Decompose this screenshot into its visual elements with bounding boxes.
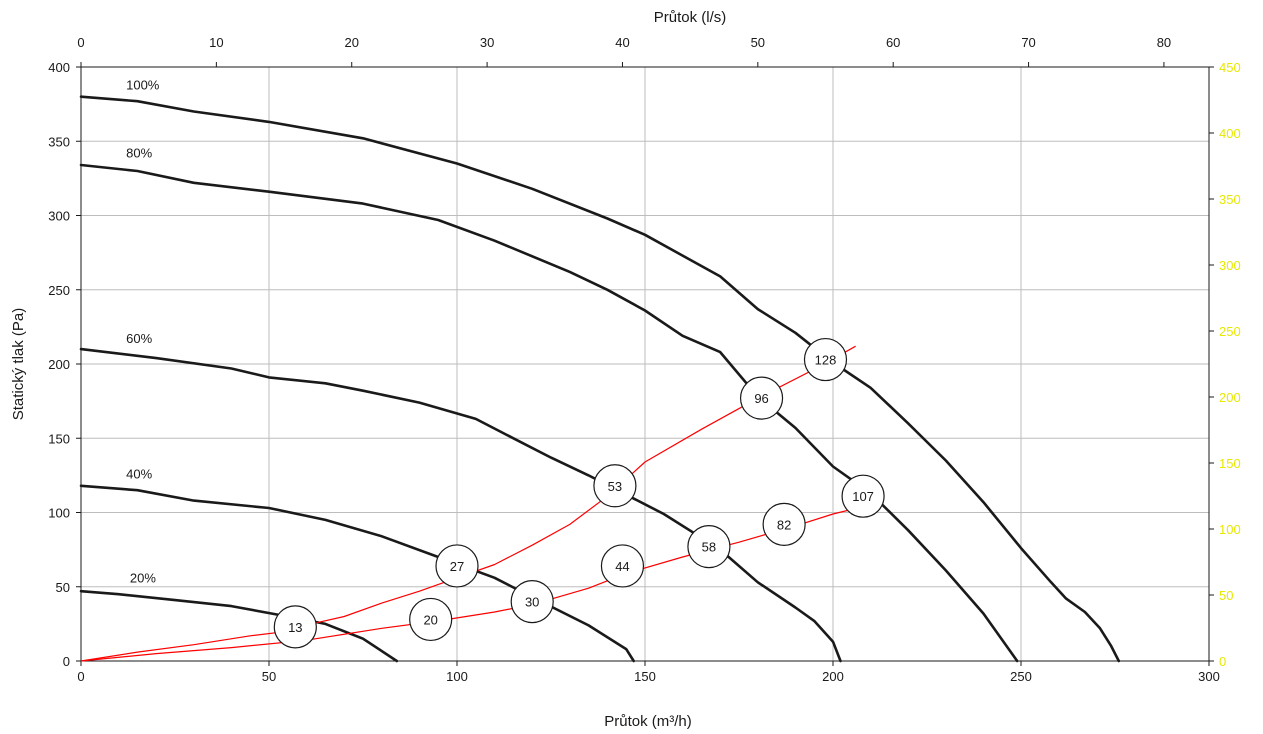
y-right-tick-label: 250 [1219, 324, 1241, 339]
point-marker [687, 525, 731, 569]
y-right-tick-label: 300 [1219, 258, 1241, 273]
curve-label: 20% [130, 570, 156, 585]
point-label: 30 [525, 595, 539, 610]
y-tick-label: 100 [48, 506, 70, 521]
point-label: 128 [815, 353, 837, 368]
x-top-tick-label: 40 [615, 35, 629, 50]
x-tick-label: 300 [1198, 669, 1220, 684]
point-label: 44 [615, 559, 629, 574]
fan-curve-60-percent [79, 347, 842, 663]
y-right-tick-label: 450 [1219, 60, 1241, 75]
fan-curve-20-percent [79, 589, 399, 663]
y-tick-label: 300 [48, 209, 70, 224]
y-right-tick-label: 0 [1219, 654, 1226, 669]
point-label: 20 [423, 612, 437, 627]
curve-label: 40% [126, 466, 152, 481]
y-right-tick-label: 400 [1219, 126, 1241, 141]
point-label: 53 [608, 479, 622, 494]
x-axis-title-bottom: Průtok (m³/h) [604, 713, 692, 730]
system-curve [80, 345, 856, 662]
y-tick-label: 350 [48, 134, 70, 149]
x-tick-label: 200 [822, 669, 844, 684]
x-top-tick-label: 80 [1157, 35, 1171, 50]
point-label: 58 [702, 540, 716, 555]
fan-curve-40-percent [79, 484, 635, 663]
curve-label: 60% [126, 331, 152, 346]
point-marker [435, 544, 479, 588]
y-right-tick-label: 350 [1219, 192, 1241, 207]
point-marker [600, 544, 645, 588]
tick-labels: 0 50 100 150 200 250 3000501001502002503003504… [48, 35, 1240, 684]
point-marker [409, 597, 453, 642]
fan-curve-80-percent [79, 163, 1019, 663]
curve-labels: 100% 80% 60% 40% 20% [126, 77, 160, 585]
point-label: 96 [754, 391, 768, 406]
point-marker [841, 474, 885, 518]
x-tick-label: 250 [1010, 669, 1032, 684]
point-marker [273, 605, 317, 649]
y-tick-label: 400 [48, 60, 70, 75]
point-labels: 128 96 53 107 82 58 27 44 30 20 13 [273, 337, 885, 649]
x-axis-title-top: Průtok (l/s) [654, 9, 727, 26]
x-tick-label: 100 [446, 669, 468, 684]
plot-frame [80, 66, 1210, 662]
grid [81, 66, 1210, 661]
point-label: 82 [777, 517, 791, 532]
curve-label: 100% [126, 77, 160, 92]
x-tick-label: 0 [77, 669, 84, 684]
x-top-tick-label: 70 [1021, 35, 1035, 50]
point-label: 27 [450, 559, 464, 574]
y-tick-label: 200 [48, 357, 70, 372]
x-tick-label: 150 [634, 669, 656, 684]
y-tick-label: 0 [63, 654, 70, 669]
x-top-tick-label: 30 [480, 35, 494, 50]
x-top-tick-label: 60 [886, 35, 900, 50]
y-axis-title: Statický tlak (Pa) [10, 308, 27, 421]
point-marker [762, 502, 806, 546]
point-marker [803, 337, 848, 382]
y-right-tick-label: 200 [1219, 390, 1241, 405]
x-top-tick-label: 50 [751, 35, 765, 50]
y-tick-label: 150 [48, 431, 70, 446]
y-right-tick-label: 150 [1219, 456, 1241, 471]
fan-curve-100-percent [79, 95, 1121, 663]
y-right-tick-label: 100 [1219, 522, 1241, 537]
point-label: 107 [852, 489, 874, 504]
point-label: 13 [288, 620, 302, 635]
x-tick-label: 50 [262, 669, 276, 684]
series-lines [79, 95, 1121, 663]
y-tick-label: 50 [56, 580, 70, 595]
system-curve [80, 506, 864, 662]
curve-label: 80% [126, 146, 152, 161]
point-marker [739, 376, 784, 420]
point-marker [593, 464, 637, 508]
axes [76, 62, 1214, 666]
y-tick-label: 250 [48, 283, 70, 298]
x-top-tick-label: 20 [344, 35, 358, 50]
x-top-tick-label: 0 [77, 35, 84, 50]
point-marker [510, 579, 554, 624]
x-top-tick-label: 10 [209, 35, 223, 50]
y-right-tick-label: 50 [1219, 588, 1233, 603]
